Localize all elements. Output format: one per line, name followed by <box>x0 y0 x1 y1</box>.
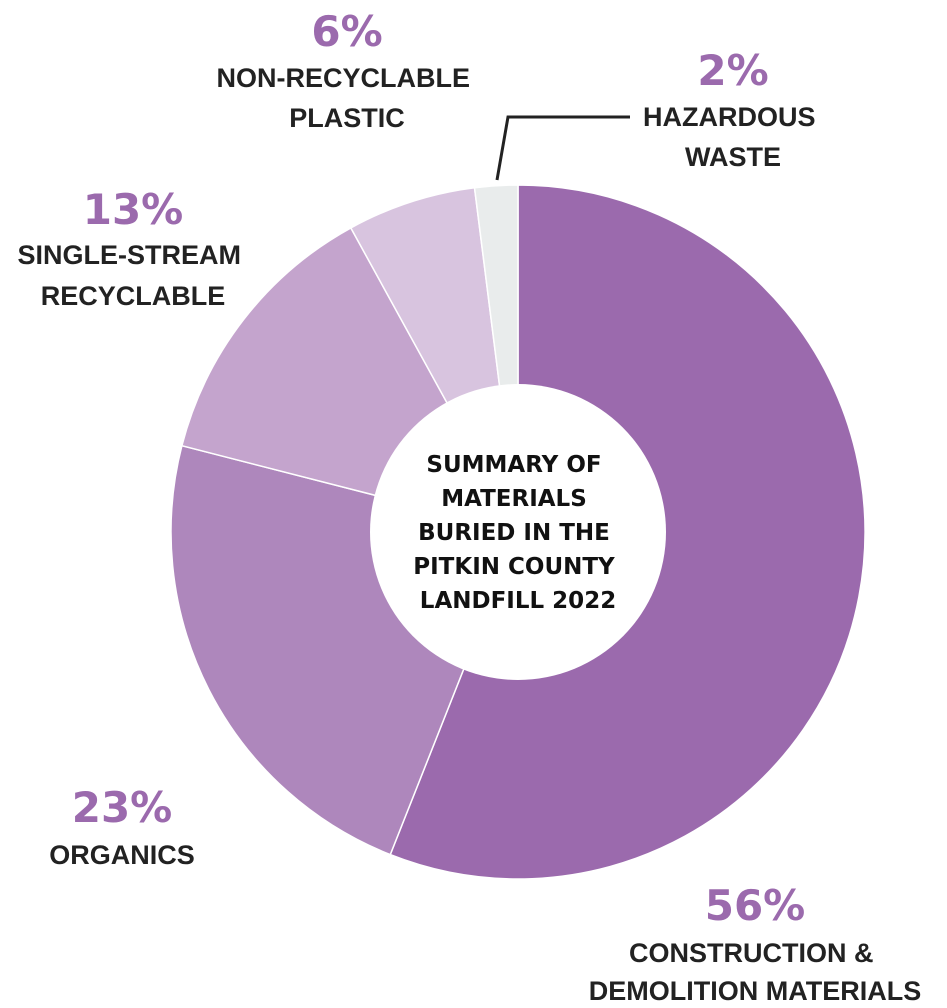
chart-title-line: LANDFILL 2022 <box>420 588 616 614</box>
slice-label-organics: ORGANICS <box>49 840 195 870</box>
slice-label-hazardous: HAZARDOUS WASTE <box>643 102 823 172</box>
donut-hole <box>370 384 666 680</box>
slice-value-label-hazardous: 2% <box>697 46 768 95</box>
slice-value-label-plastic: 6% <box>311 7 382 56</box>
chart-title-line: PITKIN COUNTY <box>413 554 615 580</box>
slice-label-plastic: NON-RECYCLABLE PLASTIC <box>216 63 477 133</box>
chart-title: SUMMARY OF MATERIALS BURIED IN THE PITKI… <box>413 452 622 614</box>
chart-title-line: BURIED IN THE <box>418 520 610 546</box>
slice-label-single-stream: SINGLE-STREAM RECYCLABLE <box>17 240 248 311</box>
slice-value-label-single-stream: 13% <box>83 185 184 234</box>
leader-line-hazardous <box>495 115 630 181</box>
slice-label-construction: CONSTRUCTION & DEMOLITION MATERIALS <box>589 938 921 1006</box>
chart-title-line: SUMMARY OF <box>426 452 601 478</box>
slice-value-label-construction: 56% <box>705 881 806 930</box>
chart-title-line: MATERIALS <box>441 486 587 512</box>
slice-value-label-organics: 23% <box>72 783 173 832</box>
